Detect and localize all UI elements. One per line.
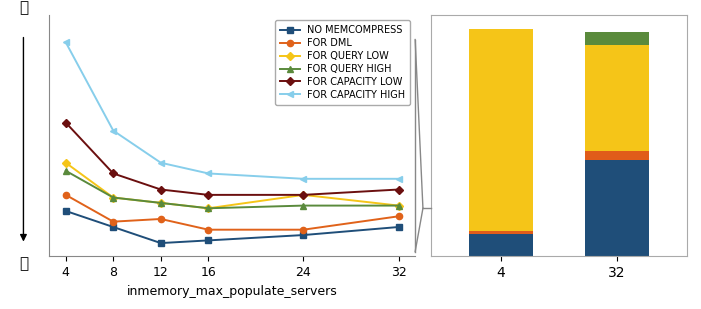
FOR CAPACITY HIGH [395, 177, 403, 181]
FOR QUERY HIGH [204, 206, 212, 210]
FOR CAPACITY LOW [299, 193, 308, 197]
Bar [468, 29, 533, 231]
Bar [585, 160, 649, 256]
FOR CAPACITY HIGH [156, 161, 165, 165]
FOR QUERY LOW [395, 204, 403, 207]
Text: 長: 長 [19, 0, 28, 15]
NO MEMCOMPRESS [204, 239, 212, 242]
Bar [468, 231, 533, 234]
FOR DML [299, 228, 308, 231]
FOR CAPACITY HIGH [109, 129, 118, 133]
Line: FOR QUERY HIGH: FOR QUERY HIGH [62, 168, 402, 211]
Line: FOR DML: FOR DML [62, 192, 402, 233]
Bar [585, 32, 649, 45]
NO MEMCOMPRESS [156, 241, 165, 245]
FOR CAPACITY LOW [204, 193, 212, 197]
NO MEMCOMPRESS [109, 225, 118, 229]
Bar [468, 234, 533, 256]
Bar [585, 151, 649, 160]
FOR QUERY LOW [299, 193, 308, 197]
FOR QUERY LOW [109, 196, 118, 199]
FOR DML [62, 193, 70, 197]
Line: NO MEMCOMPRESS: NO MEMCOMPRESS [62, 208, 402, 246]
FOR QUERY HIGH [299, 204, 308, 207]
FOR CAPACITY HIGH [204, 171, 212, 175]
FOR QUERY LOW [204, 206, 212, 210]
FOR CAPACITY LOW [395, 188, 403, 191]
FOR QUERY HIGH [156, 201, 165, 205]
FOR CAPACITY LOW [109, 171, 118, 175]
FOR QUERY HIGH [395, 204, 403, 207]
FOR CAPACITY LOW [156, 188, 165, 191]
Line: FOR CAPACITY HIGH: FOR CAPACITY HIGH [62, 39, 402, 182]
Bar [585, 45, 649, 151]
NO MEMCOMPRESS [299, 233, 308, 237]
FOR QUERY HIGH [109, 196, 118, 199]
Text: 短: 短 [19, 256, 28, 272]
FOR QUERY HIGH [62, 169, 70, 173]
NO MEMCOMPRESS [62, 209, 70, 213]
Line: FOR CAPACITY LOW: FOR CAPACITY LOW [62, 120, 402, 198]
X-axis label: inmemory_max_populate_servers: inmemory_max_populate_servers [127, 285, 337, 298]
FOR DML [204, 228, 212, 231]
FOR CAPACITY HIGH [62, 40, 70, 44]
FOR CAPACITY LOW [62, 121, 70, 125]
FOR QUERY LOW [156, 201, 165, 205]
FOR CAPACITY HIGH [299, 177, 308, 181]
Line: FOR QUERY LOW: FOR QUERY LOW [62, 160, 402, 211]
FOR DML [156, 217, 165, 221]
FOR QUERY LOW [62, 161, 70, 165]
Legend: NO MEMCOMPRESS, FOR DML, FOR QUERY LOW, FOR QUERY HIGH, FOR CAPACITY LOW, FOR CA: NO MEMCOMPRESS, FOR DML, FOR QUERY LOW, … [275, 20, 410, 105]
FOR DML [109, 220, 118, 223]
FOR DML [395, 214, 403, 218]
NO MEMCOMPRESS [395, 225, 403, 229]
